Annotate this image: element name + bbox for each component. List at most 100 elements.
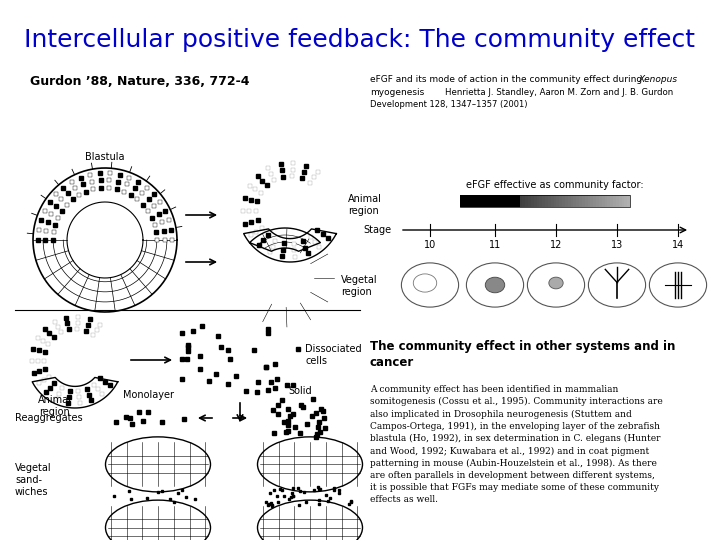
Ellipse shape: [649, 263, 706, 307]
Bar: [573, 195, 576, 207]
Bar: [593, 195, 596, 207]
Polygon shape: [250, 228, 320, 251]
Text: Intercellular positive feedback: The community effect: Intercellular positive feedback: The com…: [24, 28, 696, 52]
Bar: [559, 195, 562, 207]
Ellipse shape: [402, 263, 459, 307]
Bar: [514, 195, 517, 207]
Bar: [548, 195, 551, 207]
Text: Monolayer: Monolayer: [122, 390, 174, 400]
Bar: [621, 195, 624, 207]
Bar: [579, 195, 582, 207]
Bar: [500, 195, 503, 207]
Polygon shape: [67, 202, 143, 278]
Bar: [590, 195, 593, 207]
Ellipse shape: [258, 437, 362, 492]
Text: Animal
region: Animal region: [38, 395, 72, 416]
Bar: [466, 195, 469, 207]
Bar: [542, 195, 545, 207]
Text: Development 128, 1347–1357 (2001): Development 128, 1347–1357 (2001): [370, 100, 528, 109]
Bar: [482, 195, 485, 207]
Bar: [508, 195, 511, 207]
Bar: [557, 195, 559, 207]
Bar: [562, 195, 564, 207]
Bar: [551, 195, 554, 207]
Polygon shape: [243, 229, 336, 262]
Bar: [469, 195, 472, 207]
Bar: [528, 195, 531, 207]
Text: Reaggregates: Reaggregates: [15, 413, 83, 423]
Bar: [582, 195, 585, 207]
Bar: [596, 195, 599, 207]
Ellipse shape: [106, 437, 210, 492]
Text: The community effect in other systems and in
cancer: The community effect in other systems an…: [370, 340, 675, 369]
Bar: [576, 195, 579, 207]
Text: 13: 13: [611, 240, 623, 250]
Bar: [480, 195, 482, 207]
Text: Animal
region: Animal region: [348, 194, 382, 216]
Bar: [602, 195, 605, 207]
Text: myogenesis: myogenesis: [370, 88, 424, 97]
Bar: [613, 195, 616, 207]
Text: Solid: Solid: [288, 386, 312, 396]
Text: 12: 12: [550, 240, 562, 250]
Text: Vegetal
region: Vegetal region: [341, 275, 377, 297]
Text: Blastula: Blastula: [85, 152, 125, 162]
Text: A community effect has been identified in mammalian
somitogenesis (Cossu et al.,: A community effect has been identified i…: [370, 385, 662, 504]
Bar: [472, 195, 474, 207]
Ellipse shape: [258, 500, 362, 540]
Bar: [511, 195, 514, 207]
Bar: [474, 195, 477, 207]
Ellipse shape: [549, 277, 563, 289]
Bar: [554, 195, 557, 207]
Text: 10: 10: [424, 240, 436, 250]
Ellipse shape: [467, 263, 523, 307]
Text: eFGF effective as community factor:: eFGF effective as community factor:: [466, 180, 644, 190]
Bar: [525, 195, 528, 207]
Text: 11: 11: [489, 240, 501, 250]
Bar: [485, 195, 488, 207]
Ellipse shape: [527, 263, 585, 307]
Ellipse shape: [588, 263, 646, 307]
Bar: [536, 195, 539, 207]
Bar: [460, 195, 463, 207]
Bar: [545, 195, 548, 207]
Bar: [570, 195, 573, 207]
Bar: [488, 195, 491, 207]
Ellipse shape: [106, 500, 210, 540]
Bar: [616, 195, 618, 207]
Bar: [610, 195, 613, 207]
Bar: [520, 195, 522, 207]
Bar: [608, 195, 610, 207]
Bar: [588, 195, 590, 207]
Bar: [618, 195, 621, 207]
Bar: [531, 195, 534, 207]
Bar: [627, 195, 630, 207]
Bar: [522, 195, 525, 207]
Bar: [494, 195, 497, 207]
Bar: [460, 195, 630, 207]
Polygon shape: [33, 168, 177, 312]
Text: Henrietta J. Standley, Aaron M. Zorn and J. B. Gurdon: Henrietta J. Standley, Aaron M. Zorn and…: [445, 88, 673, 97]
Polygon shape: [32, 377, 118, 408]
Text: eFGF and its mode of action in the community effect during: eFGF and its mode of action in the commu…: [370, 75, 645, 84]
Bar: [497, 195, 500, 207]
Bar: [460, 195, 520, 207]
Text: Xenopus: Xenopus: [638, 75, 677, 84]
Text: Dissociated
cells: Dissociated cells: [305, 344, 361, 366]
Text: Stage: Stage: [364, 225, 392, 235]
Bar: [517, 195, 520, 207]
Bar: [567, 195, 570, 207]
Ellipse shape: [485, 277, 505, 293]
Bar: [599, 195, 602, 207]
Text: Vegetal
sand-
wiches: Vegetal sand- wiches: [15, 463, 52, 497]
Bar: [539, 195, 542, 207]
Text: 14: 14: [672, 240, 684, 250]
Bar: [491, 195, 494, 207]
Bar: [477, 195, 480, 207]
Text: Gurdon ’88, Nature, 336, 772-4: Gurdon ’88, Nature, 336, 772-4: [30, 75, 250, 88]
Bar: [564, 195, 567, 207]
Bar: [624, 195, 627, 207]
Bar: [505, 195, 508, 207]
Bar: [534, 195, 536, 207]
Bar: [605, 195, 608, 207]
